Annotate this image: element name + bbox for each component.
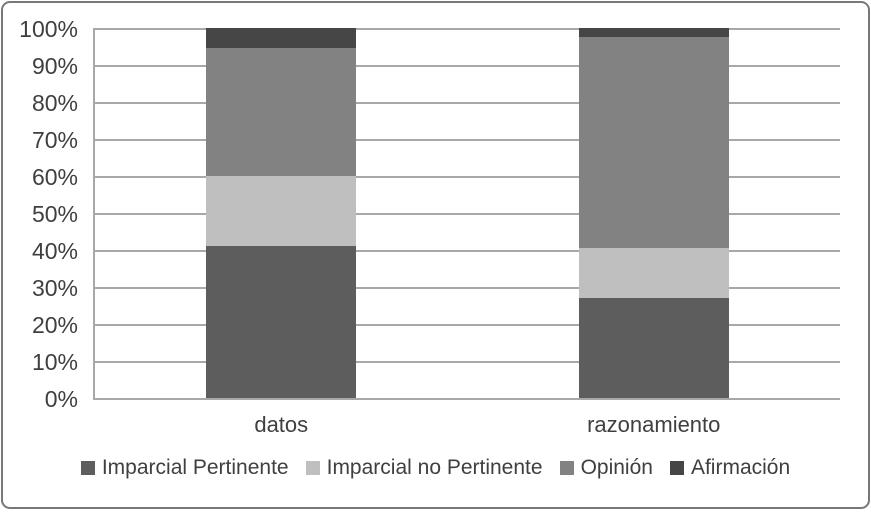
gridline bbox=[95, 250, 840, 252]
gridline bbox=[95, 398, 840, 400]
gridline bbox=[95, 361, 840, 363]
y-tick-label: 20% bbox=[31, 312, 78, 338]
legend-swatch-icon bbox=[80, 461, 95, 475]
bar-segment-razonamiento-1 bbox=[578, 248, 729, 299]
bar-segment-razonamiento-3 bbox=[578, 28, 729, 38]
y-tick-label: 50% bbox=[31, 201, 78, 227]
bar-segment-datos-1 bbox=[206, 176, 357, 247]
gridline bbox=[95, 176, 840, 178]
plot-area bbox=[93, 28, 840, 400]
legend-swatch-icon bbox=[669, 461, 684, 475]
legend-label: Imparcial no Pertinente bbox=[326, 456, 543, 479]
y-tick-label: 10% bbox=[31, 349, 78, 375]
y-tick-label: 90% bbox=[31, 53, 78, 79]
gridline bbox=[95, 28, 840, 30]
legend-label: Opinión bbox=[580, 456, 653, 479]
gridline bbox=[95, 65, 840, 67]
y-tick-label: 30% bbox=[31, 275, 78, 301]
gridline bbox=[95, 213, 840, 215]
gridline bbox=[95, 324, 840, 326]
legend-item: Opinión bbox=[559, 456, 653, 480]
y-tick-label: 0% bbox=[44, 386, 78, 412]
gridline bbox=[95, 287, 840, 289]
legend-swatch-icon bbox=[305, 461, 320, 475]
bar-segment-razonamiento-2 bbox=[578, 37, 729, 249]
x-label-razonamiento: razonamiento bbox=[587, 412, 721, 437]
bar-segment-razonamiento-0 bbox=[578, 298, 729, 398]
legend-swatch-icon bbox=[559, 461, 574, 475]
legend-item: Imparcial Pertinente bbox=[80, 456, 289, 480]
legend-label: Afirmación bbox=[690, 456, 791, 479]
y-tick-label: 60% bbox=[31, 164, 78, 190]
y-tick-label: 40% bbox=[31, 238, 78, 264]
gridline bbox=[95, 102, 840, 104]
legend: Imparcial Pertinente Imparcial no Pertine… bbox=[0, 456, 871, 480]
y-tick-label: 80% bbox=[31, 90, 78, 116]
y-axis-line bbox=[93, 28, 95, 400]
y-tick-label: 70% bbox=[31, 127, 78, 153]
bar-segment-datos-2 bbox=[206, 48, 357, 176]
bar-segment-datos-3 bbox=[206, 28, 357, 49]
gridline bbox=[95, 139, 840, 141]
legend-label: Imparcial Pertinente bbox=[101, 456, 289, 479]
x-label-datos: datos bbox=[254, 412, 309, 437]
bar-datos bbox=[206, 28, 357, 398]
bar-razonamiento bbox=[578, 28, 729, 398]
y-tick-label: 100% bbox=[19, 16, 78, 42]
bar-segment-datos-0 bbox=[206, 246, 357, 398]
legend-item: Afirmación bbox=[669, 456, 791, 480]
legend-item: Imparcial no Pertinente bbox=[305, 456, 543, 480]
